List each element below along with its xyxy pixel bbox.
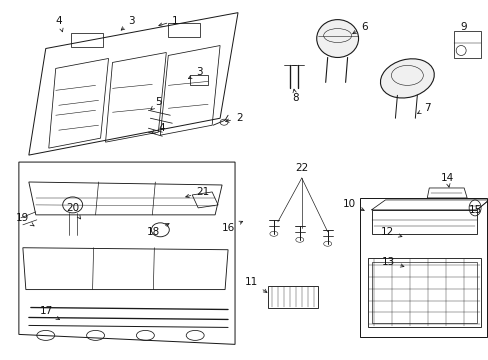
Text: 13: 13: [382, 257, 403, 267]
Ellipse shape: [380, 59, 433, 98]
Text: 10: 10: [342, 199, 364, 211]
Text: 9: 9: [460, 22, 467, 32]
Text: 21: 21: [185, 187, 209, 198]
Text: 14: 14: [440, 173, 453, 187]
Text: 16: 16: [222, 221, 242, 233]
Text: 18: 18: [147, 224, 169, 237]
Text: 2: 2: [225, 113, 242, 123]
Text: 4: 4: [56, 15, 63, 32]
Text: 6: 6: [352, 22, 367, 34]
Text: 11: 11: [244, 276, 266, 292]
Ellipse shape: [316, 20, 358, 58]
Text: 4: 4: [151, 123, 164, 134]
Text: 12: 12: [380, 227, 401, 237]
Text: 19: 19: [16, 213, 34, 226]
Text: 3: 3: [121, 15, 135, 30]
Text: 20: 20: [66, 203, 81, 219]
Text: 3: 3: [188, 67, 203, 78]
Text: 17: 17: [40, 306, 60, 320]
Text: 22: 22: [295, 163, 308, 173]
Text: 7: 7: [417, 103, 430, 113]
Text: 1: 1: [159, 15, 179, 26]
Text: 15: 15: [468, 205, 481, 215]
Text: 8: 8: [292, 89, 299, 103]
Text: 5: 5: [150, 97, 162, 110]
